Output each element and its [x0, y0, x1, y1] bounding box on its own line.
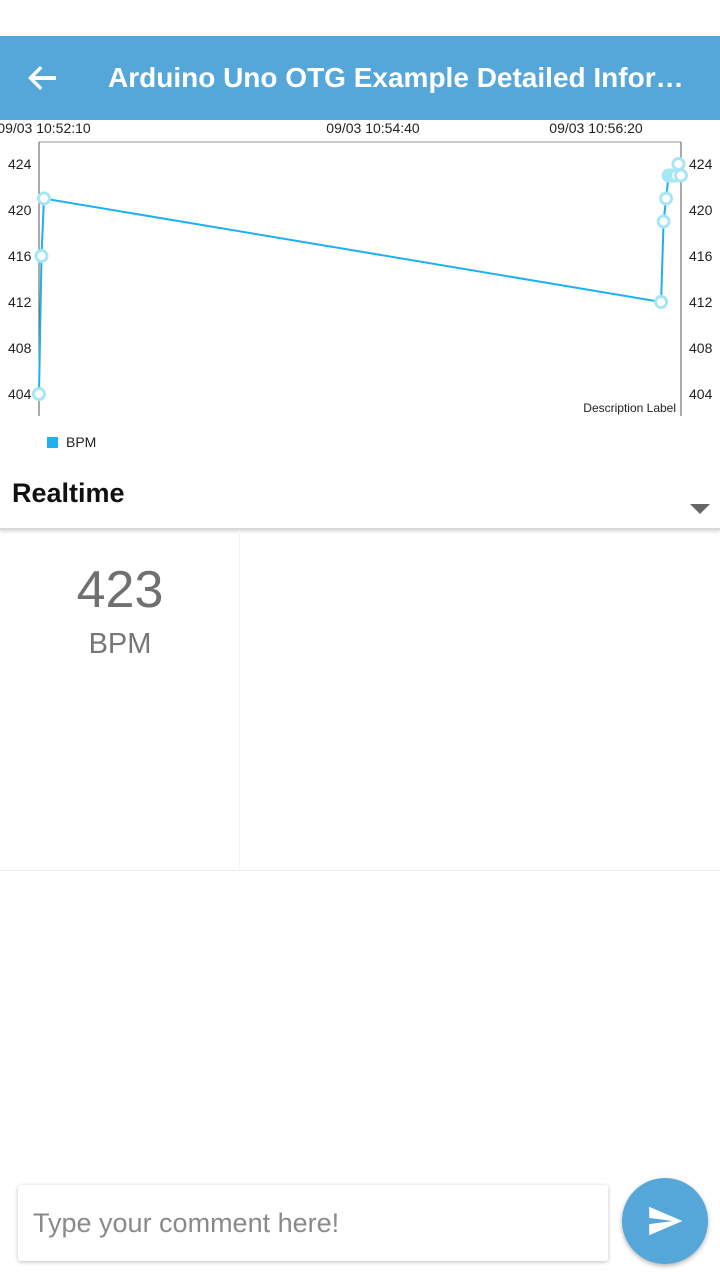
data-point: [654, 295, 669, 309]
y-tick-left: 404: [8, 386, 32, 402]
arrow-back-icon: [28, 66, 56, 90]
bpm-series-line: [38, 163, 682, 395]
y-tick-left: 416: [8, 248, 32, 264]
legend-swatch: [47, 437, 58, 448]
y-tick-left: 420: [8, 202, 32, 218]
send-button[interactable]: [622, 1178, 708, 1264]
data-point: [674, 168, 688, 183]
data-point: [671, 157, 686, 171]
chart-description-label: Description Label: [583, 401, 676, 415]
send-icon: [649, 1206, 683, 1236]
y-tick-right: 404: [689, 386, 713, 402]
bpm-chart: 404 404 408 408 412 412 416 416 420 420 424 424 09/0…: [0, 120, 720, 460]
data-point: [36, 191, 51, 206]
y-tick-left: 412: [8, 294, 32, 310]
y-tick-right: 412: [689, 294, 713, 310]
panel-divider: [239, 530, 240, 870]
page-title: Arduino Uno OTG Example Detailed Informa…: [108, 62, 704, 93]
triangle-down-icon: [690, 504, 710, 514]
y-tick-right: 424: [689, 156, 713, 172]
chart-canvas: 404 404 408 408 412 412 416 416 420 420 424 424 09/0…: [0, 120, 713, 450]
data-point: [34, 249, 49, 263]
y-tick-left: 424: [8, 156, 32, 172]
data-point: [656, 214, 671, 229]
data-point: [659, 191, 674, 206]
y-tick-right: 420: [689, 202, 713, 218]
y-tick-right: 416: [689, 248, 713, 264]
realtime-selector[interactable]: Realtime: [0, 470, 720, 530]
realtime-panel: 423 BPM: [0, 530, 720, 871]
x-tick-label: 09/03 10:54:40: [326, 120, 420, 136]
legend-label: BPM: [66, 434, 96, 450]
realtime-label: Realtime: [12, 478, 125, 508]
x-tick-label: 09/03 10:56:20: [549, 120, 643, 136]
comment-box: [18, 1185, 608, 1261]
bpm-unit: BPM: [88, 628, 152, 660]
comment-input[interactable]: [18, 1185, 608, 1261]
data-point: [32, 387, 46, 401]
y-tick-left: 408: [8, 340, 32, 356]
status-bar: [0, 0, 720, 36]
y-tick-right: 408: [689, 340, 713, 356]
app-bar: Arduino Uno OTG Example Detailed Informa…: [0, 36, 720, 120]
x-tick-label: 09/03 10:52:10: [0, 120, 91, 136]
bpm-value: 423: [76, 561, 164, 619]
back-button[interactable]: [18, 54, 66, 102]
